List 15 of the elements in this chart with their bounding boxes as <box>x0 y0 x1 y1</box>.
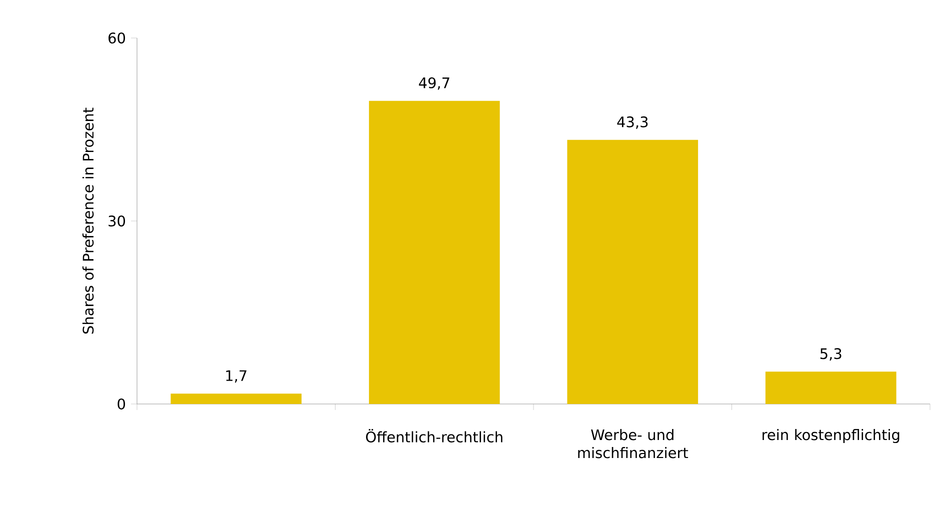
y-tick-label: 0 <box>118 398 126 410</box>
bar <box>368 100 500 404</box>
bar <box>567 140 698 404</box>
y-tick-label: 60 <box>108 32 126 44</box>
data-label: 1,7 <box>226 370 246 383</box>
data-label: 43,3 <box>617 116 648 129</box>
y-tick-label: 30 <box>108 216 126 226</box>
y-axis-title: Shares of Preference in Prozent <box>82 108 94 334</box>
bar <box>170 394 302 404</box>
x-tick-label: Werbe- und mischfinanziert <box>578 429 688 458</box>
x-tick-label: Öffentlich-rechtlich <box>366 429 502 442</box>
data-label: 49,7 <box>418 77 450 90</box>
bar <box>765 372 896 404</box>
data-label: 5,3 <box>820 348 842 361</box>
x-tick-label: rein kostenpflichtig <box>762 429 900 444</box>
